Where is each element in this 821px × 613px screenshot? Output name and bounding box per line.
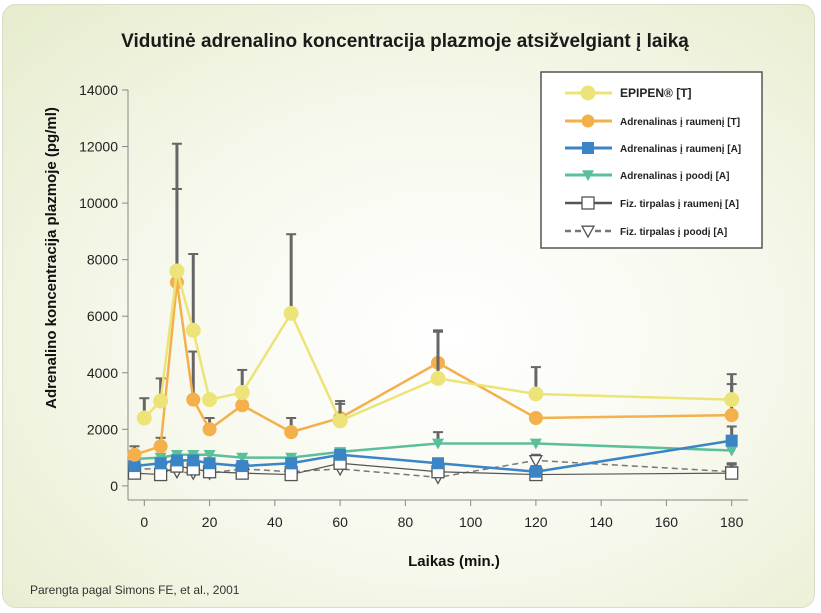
data-point <box>284 467 298 482</box>
legend-swatch-marker <box>580 225 596 239</box>
x-tick-label: 120 <box>524 514 548 530</box>
data-point <box>724 408 739 423</box>
x-tick-label: 60 <box>332 514 348 530</box>
x-tick-label: 160 <box>655 514 679 530</box>
data-point <box>127 447 142 462</box>
chart-title: Vidutinė adrenalino koncentracija plazmo… <box>121 31 689 52</box>
legend-swatch-marker <box>581 196 595 210</box>
x-tick-label: 100 <box>459 514 483 530</box>
legend-box <box>540 71 763 249</box>
legend-label: Fiz. tirpalas į poodį [A] <box>620 227 727 238</box>
data-point <box>332 413 348 429</box>
data-point <box>128 460 141 473</box>
data-point <box>528 454 543 468</box>
legend-label: Fiz. tirpalas į raumenį [A] <box>620 199 739 210</box>
legend-label: EPIPEN® [T] <box>620 86 692 100</box>
data-point <box>725 434 738 447</box>
data-point <box>528 411 543 425</box>
legend-swatch-marker <box>582 142 594 154</box>
data-point <box>153 467 168 482</box>
data-point <box>528 386 544 402</box>
data-point <box>234 385 250 401</box>
legend-swatch-marker <box>581 114 595 128</box>
data-point <box>153 393 169 409</box>
data-point <box>284 425 299 440</box>
legend-swatch-marker <box>582 170 594 181</box>
data-point <box>185 322 201 338</box>
series-line <box>134 442 732 461</box>
data-point <box>236 460 249 473</box>
data-point <box>432 457 444 470</box>
x-tick-label: 40 <box>267 514 283 530</box>
data-point <box>529 438 542 450</box>
y-tick-label: 4000 <box>87 365 118 381</box>
y-tick-label: 14000 <box>79 82 118 98</box>
data-point <box>724 392 740 408</box>
y-tick-label: 0 <box>110 478 118 494</box>
x-axis-label: Laikas (min.) <box>408 553 500 570</box>
data-point <box>169 263 185 279</box>
data-point <box>154 457 167 470</box>
series-0 <box>136 142 740 429</box>
x-tick-label: 180 <box>720 514 744 530</box>
axes: 0 2000 4000 6000 8000 10000 12000 14000 0 20 40 60 8… <box>79 82 748 530</box>
data-point <box>725 445 738 457</box>
data-point <box>153 439 168 454</box>
data-point <box>136 410 152 426</box>
data-point <box>187 454 200 467</box>
series-2 <box>128 425 738 478</box>
series-group <box>127 142 740 485</box>
legend-label: Adrenalinas į raumenį [A] <box>620 144 741 155</box>
data-point <box>285 457 298 470</box>
y-tick-label: 12000 <box>79 139 118 155</box>
data-point <box>186 392 201 407</box>
source-note: Parengta pagal Simons FE, et al., 2001 <box>30 583 240 597</box>
data-point <box>236 452 249 464</box>
data-point <box>203 457 216 470</box>
data-point <box>432 438 444 450</box>
data-point <box>202 392 218 408</box>
data-point <box>529 465 542 478</box>
data-point <box>202 422 217 437</box>
legend-label: Adrenalinas į poodį [A] <box>620 171 729 182</box>
data-point <box>283 305 299 321</box>
x-tick-label: 0 <box>140 514 148 530</box>
y-tick-label: 8000 <box>87 252 118 268</box>
y-tick-label: 10000 <box>79 195 118 211</box>
legend-label: Adrenalinas į raumenį [T] <box>620 117 740 128</box>
data-point <box>725 466 739 480</box>
legend-swatch-marker <box>580 85 596 101</box>
data-point <box>334 448 347 461</box>
data-point <box>235 398 250 413</box>
series-line <box>134 282 732 456</box>
data-point <box>430 370 446 386</box>
x-tick-label: 20 <box>202 514 218 530</box>
x-tick-label: 80 <box>398 514 414 530</box>
x-tick-label: 140 <box>589 514 613 530</box>
data-point <box>170 454 183 467</box>
data-point <box>203 449 216 461</box>
y-axis-label: Adrenalino koncentracija plazmoje (pg/ml… <box>43 107 60 409</box>
y-tick-label: 2000 <box>87 421 118 437</box>
legend: EPIPEN® [T] Adrenalinas į raumenį [T] Adre… <box>540 71 763 249</box>
y-tick-label: 6000 <box>87 308 118 324</box>
